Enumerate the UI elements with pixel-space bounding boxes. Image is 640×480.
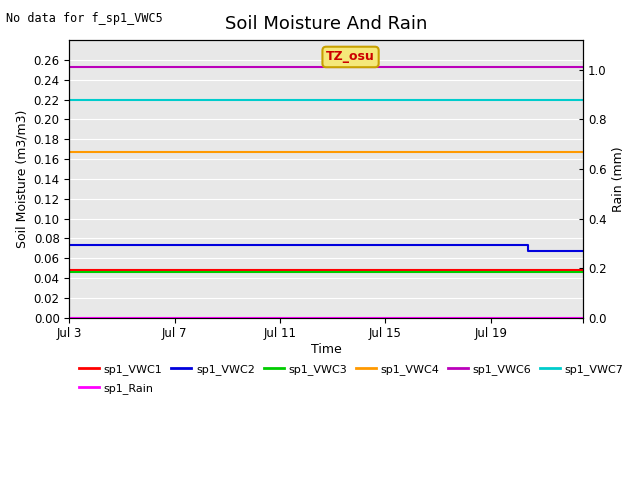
Legend: sp1_Rain: sp1_Rain [75, 379, 158, 398]
Text: TZ_osu: TZ_osu [326, 50, 375, 63]
sp1_VWC2 [579, 249, 587, 254]
Text: No data for f_sp1_VWC5: No data for f_sp1_VWC5 [6, 12, 163, 25]
Y-axis label: Soil Moisture (m3/m3): Soil Moisture (m3/m3) [15, 110, 28, 248]
sp1_VWC2 [65, 242, 73, 248]
Line: sp1_VWC2: sp1_VWC2 [69, 245, 583, 252]
sp1_VWC2 [524, 249, 531, 254]
X-axis label: Time: Time [311, 343, 342, 356]
Y-axis label: Rain (mm): Rain (mm) [612, 146, 625, 212]
Title: Soil Moisture And Rain: Soil Moisture And Rain [225, 15, 428, 33]
sp1_VWC2 [524, 242, 531, 248]
